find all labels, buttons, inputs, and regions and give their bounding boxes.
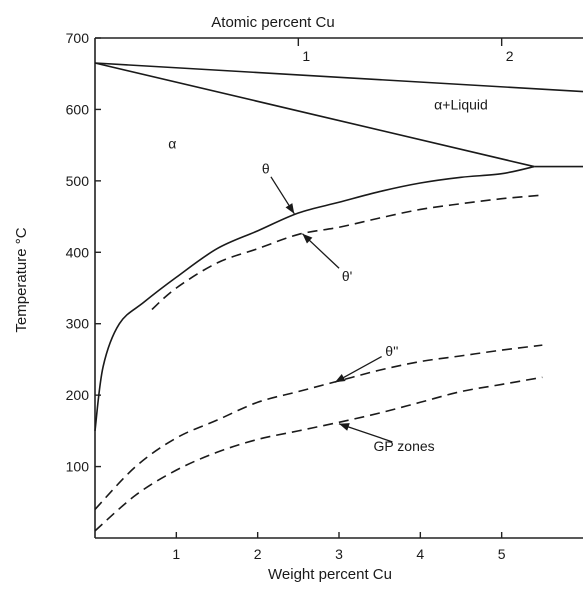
annotation-arrowhead (334, 373, 346, 383)
y-tick-label: 600 (66, 101, 90, 117)
x-axis-label: Weight percent Cu (268, 566, 392, 583)
x-tick-label: 3 (335, 546, 343, 562)
annotation-label: θ'' (385, 343, 398, 359)
y-tick-label: 400 (66, 244, 90, 260)
series-line-gp-zones (94, 376, 543, 532)
series-layer (94, 62, 583, 532)
series-line-liquidus (94, 62, 583, 93)
series-line-- (94, 344, 543, 510)
ticks-layer: 1 2 3 4 5 100 200 300 400 500 600 700 1 2 (66, 30, 514, 562)
y-tick-label: 100 (66, 459, 90, 475)
top-tick-label: 1 (302, 48, 310, 64)
series-line-- (94, 165, 535, 431)
series-line-- (151, 194, 543, 311)
annotation-arrowhead (339, 423, 350, 431)
chart-title: Atomic percent Cu (211, 14, 334, 31)
x-tick-label: 2 (254, 546, 262, 562)
top-tick-label: 2 (506, 48, 514, 64)
annotation-arrowhead (302, 233, 313, 244)
y-tick-label: 500 (66, 173, 90, 189)
y-tick-label: 700 (66, 30, 90, 46)
annotation-arrowhead (285, 203, 295, 214)
y-tick-label: 300 (66, 316, 90, 332)
annotation-label: α+Liquid (434, 96, 488, 112)
annotation-label: α (168, 136, 176, 152)
x-tick-label: 5 (498, 546, 506, 562)
y-axis-label: Temperature °C (13, 227, 30, 332)
annotation-label: GP zones (373, 438, 434, 454)
y-tick-label: 200 (66, 387, 90, 403)
annotation-label: θ' (342, 268, 352, 284)
x-tick-label: 1 (172, 546, 180, 562)
annotations-layer: α α+Liquid θ θ' θ'' GP zones (168, 96, 488, 453)
x-tick-label: 4 (416, 546, 424, 562)
annotation-label: θ (262, 161, 270, 177)
series-line-solidus (94, 62, 535, 168)
